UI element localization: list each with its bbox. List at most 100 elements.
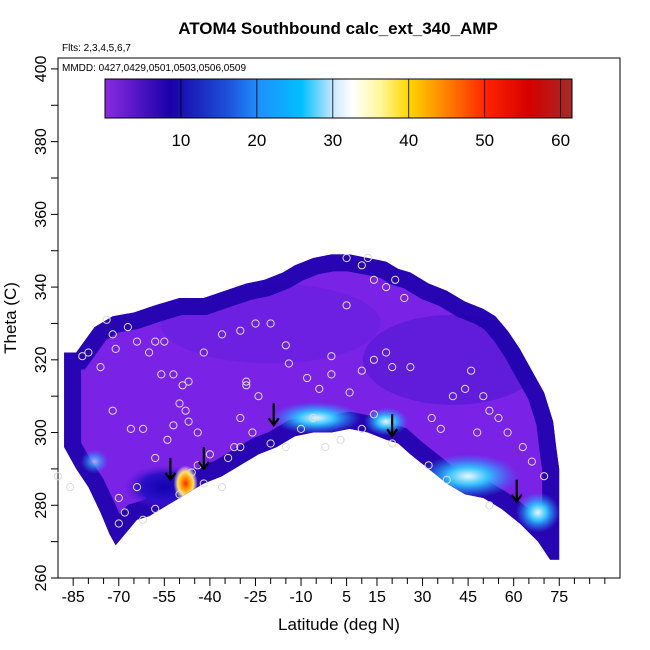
colorbar-tick-label: 40 <box>399 131 418 150</box>
sample-point <box>254 392 263 401</box>
colorbar-tick-label: 60 <box>551 131 570 150</box>
sample-point <box>84 348 93 357</box>
x-axis-label: Latitude (deg N) <box>278 615 400 634</box>
sample-point <box>157 370 166 379</box>
sample-point <box>342 301 351 310</box>
field-blob <box>364 407 409 436</box>
sample-point <box>345 388 354 397</box>
subtitle-flights: Flts: 2,3,4,5,6,7 <box>62 43 131 54</box>
sample-point <box>518 443 527 452</box>
sample-point <box>151 504 160 513</box>
tropopause-arrow <box>197 446 210 471</box>
sample-point <box>175 399 184 408</box>
y-axis-label: Theta (C) <box>1 282 20 354</box>
sample-point <box>123 323 133 332</box>
field-hotspot <box>173 465 198 502</box>
sample-point <box>448 392 457 401</box>
sample-point <box>145 348 154 357</box>
sample-point <box>53 472 63 481</box>
field-blob <box>80 449 109 474</box>
sample-point <box>181 406 190 415</box>
sample-point <box>369 275 378 284</box>
sample-point <box>309 413 318 423</box>
sample-point <box>461 384 470 393</box>
sample-point <box>139 515 148 524</box>
x-tick-label: 5 <box>342 589 351 606</box>
sample-point <box>303 373 312 383</box>
sample-point <box>357 424 366 433</box>
sample-point <box>388 363 397 372</box>
sample-point <box>327 370 336 379</box>
x-tick-label: 45 <box>459 589 477 606</box>
sample-point <box>151 453 160 463</box>
sample-point <box>424 461 433 470</box>
sample-point <box>184 377 193 386</box>
y-tick-label: 340 <box>33 274 50 301</box>
sample-point <box>66 483 75 492</box>
y-tick-label: 300 <box>33 419 50 446</box>
sample-point <box>169 421 178 430</box>
y-tick-label: 400 <box>33 55 50 82</box>
tropopause-arrows <box>164 403 523 504</box>
sample-point <box>108 406 117 415</box>
sample-point <box>242 381 251 390</box>
sample-point <box>102 315 111 324</box>
sample-point <box>132 483 142 492</box>
sample-point <box>485 406 494 415</box>
tropopause-arrow <box>510 479 523 504</box>
x-axis: -85 -70 -55 -40 -25 -10 5 15 30 45 60 75 <box>62 578 606 606</box>
tropopause-arrow <box>386 414 399 439</box>
sample-point <box>205 450 214 459</box>
sample-point <box>336 435 345 444</box>
x-tick-label: -25 <box>244 589 267 606</box>
x-tick-label: -10 <box>289 589 312 606</box>
sample-point <box>236 413 245 423</box>
y-tick-label: 280 <box>33 492 50 519</box>
field-blob <box>418 454 519 499</box>
sample-point <box>126 424 135 433</box>
sample-point <box>391 275 400 284</box>
sample-point <box>382 348 391 357</box>
x-tick-label: 60 <box>505 589 523 606</box>
sample-point <box>342 253 351 263</box>
sample-point <box>436 424 445 433</box>
sample-point <box>120 508 129 517</box>
sample-point <box>236 443 245 452</box>
sample-point <box>479 392 488 401</box>
tropopause-arrow <box>267 403 280 428</box>
sample-point <box>169 370 178 379</box>
y-tick-label: 320 <box>33 346 50 373</box>
x-tick-label: -55 <box>153 589 176 606</box>
sample-point <box>251 319 260 328</box>
x-tick-label: 15 <box>368 589 386 606</box>
sample-point <box>114 493 123 503</box>
tropopause-arrow <box>164 457 177 482</box>
sample-point <box>369 355 378 364</box>
colorbar-tick-label: 10 <box>171 131 190 150</box>
sample-point <box>369 410 378 419</box>
sample-point <box>327 352 336 361</box>
sample-point <box>357 366 366 375</box>
x-tick-label: 30 <box>414 589 432 606</box>
subtitle-dates: MMDD: 0427,0429,0501,0503,0506,0509 <box>62 63 246 74</box>
sample-point <box>187 468 196 477</box>
sample-point <box>503 428 512 437</box>
sample-point <box>321 443 330 452</box>
y-axis: 260 280 300 320 340 360 380 400 <box>33 55 58 591</box>
sample-point <box>96 363 105 372</box>
sample-point <box>160 337 169 346</box>
field-blob <box>515 492 560 533</box>
sample-point <box>236 326 245 335</box>
sample-point <box>467 366 476 375</box>
sample-point <box>296 424 306 433</box>
sample-point <box>163 435 172 444</box>
colorbar: 10 20 30 40 50 60 <box>104 78 573 150</box>
x-tick-label: -40 <box>198 589 221 606</box>
sample-point <box>315 384 324 393</box>
sample-point <box>281 341 290 350</box>
colorbar-tick-label: 30 <box>323 131 342 150</box>
sample-point <box>132 337 142 346</box>
sample-point <box>382 283 391 292</box>
field-blob <box>271 402 362 434</box>
